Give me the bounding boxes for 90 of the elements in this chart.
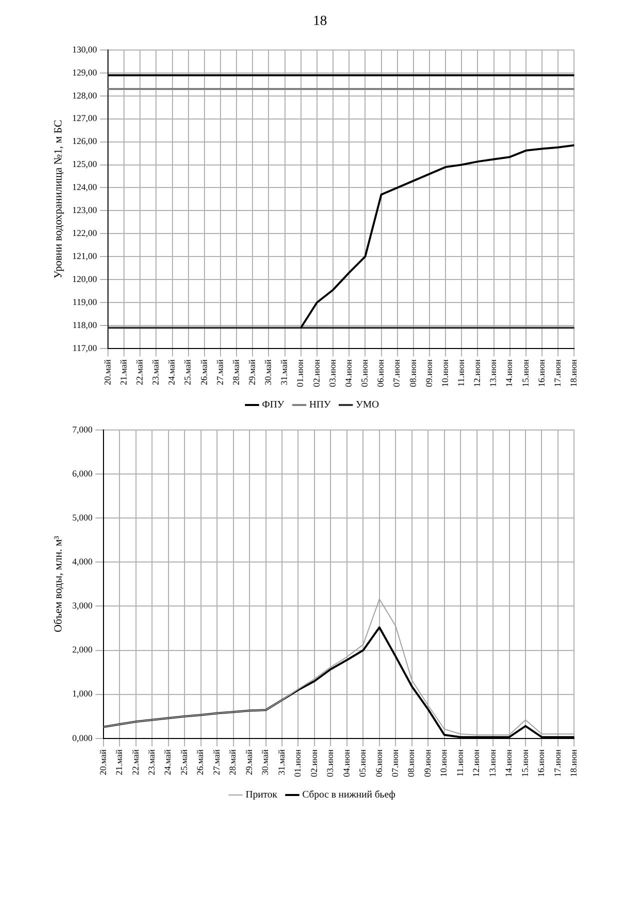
x-tick-label: 27.май: [214, 359, 225, 386]
x-tick-label: 21.май: [114, 749, 124, 776]
y-tick-label: 117,00: [72, 342, 98, 353]
y-tick-label: 1,000: [72, 688, 93, 699]
y-tick-label: 119,00: [72, 296, 98, 307]
y-tick-label: 2,000: [72, 644, 93, 655]
y-tick-label: 126,00: [72, 136, 98, 146]
x-tick-label: 16.июн: [536, 749, 546, 778]
x-tick-label: 23.май: [146, 749, 157, 776]
text: 18: [312, 14, 328, 30]
x-tick-label: 01.июн: [292, 749, 303, 778]
x-tick-label: 10.июн: [440, 359, 450, 388]
x-tick-label: 12.июн: [471, 749, 482, 778]
x-tick-label: 14.июн: [504, 359, 514, 388]
y-tick-label: 118,00: [72, 320, 98, 330]
x-tick-label: 09.июн: [424, 359, 434, 388]
y-tick-label: 122,00: [72, 228, 98, 238]
x-tick-label: 08.июн: [408, 359, 418, 388]
x-tick-label: 29.май: [244, 749, 254, 776]
y-tick-label: 123,00: [72, 205, 98, 216]
x-tick-label: 27.май: [211, 749, 222, 776]
x-tick-label: 05.июн: [360, 359, 370, 388]
x-tick-label: 20.май: [102, 359, 112, 386]
x-tick-label: 06.июн: [374, 749, 384, 778]
x-tick-label: 29.май: [247, 359, 258, 386]
x-tick-label: 30.май: [263, 359, 274, 386]
y-tick-label: 121,00: [72, 250, 98, 261]
x-tick-label: 22.май: [130, 749, 140, 776]
legend-label: ФПУ: [262, 400, 286, 411]
y-tick-label: 129,00: [72, 67, 98, 78]
y-tick-label: 3,000: [72, 600, 93, 611]
x-tick-label: 22.май: [134, 359, 144, 386]
x-tick-label: 13.июн: [487, 749, 498, 778]
x-tick-label: 21.май: [118, 359, 128, 386]
x-tick-label: 18.июн: [568, 749, 579, 778]
x-tick-label: 26.май: [198, 359, 209, 386]
x-tick-label: 02.июн: [311, 359, 322, 388]
x-tick-label: 04.июн: [343, 359, 354, 388]
x-tick-label: 09.июн: [422, 749, 432, 778]
y-tick-label: 5,000: [72, 512, 93, 522]
y-tick-label: 4,000: [72, 556, 93, 567]
x-tick-label: 11.июн: [454, 749, 465, 777]
legend-label: Приток: [246, 790, 278, 801]
x-tick-label: 17.июн: [552, 359, 562, 388]
x-tick-label: 26.май: [195, 749, 206, 776]
x-tick-label: 01.июн: [295, 359, 306, 388]
legend-label: Сброс в нижний бьеф: [302, 790, 396, 801]
x-tick-label: 17.июн: [552, 749, 562, 778]
x-tick-label: 07.июн: [390, 749, 400, 778]
x-tick-label: 07.июн: [392, 359, 402, 388]
legend-label: НПУ: [309, 400, 332, 411]
x-tick-label: 08.июн: [406, 749, 416, 778]
y-tick-label: 128,00: [72, 90, 98, 100]
x-tick-label: 11.июн: [456, 359, 466, 387]
x-tick-label: 30.май: [260, 749, 270, 776]
x-tick-label: 20.май: [98, 749, 108, 776]
x-tick-label: 02.июн: [308, 749, 319, 778]
x-tick-label: 14.июн: [504, 749, 514, 778]
y-tick-label: 6,000: [72, 468, 93, 478]
x-tick-label: 16.июн: [536, 359, 546, 388]
y-tick-label: 0,000: [72, 732, 93, 743]
x-tick-label: 25.май: [178, 749, 189, 776]
x-tick-label: 24.май: [166, 359, 177, 386]
y-tick-label: 127,00: [72, 113, 98, 124]
x-tick-label: 12.июн: [472, 359, 482, 388]
x-tick-label: 04.июн: [341, 749, 352, 778]
y-tick-label: 124,00: [72, 182, 98, 192]
x-tick-label: 28.май: [228, 749, 238, 776]
x-tick-label: 05.июн: [358, 749, 368, 778]
y-tick-label: 120,00: [72, 274, 98, 284]
x-tick-label: 06.июн: [376, 359, 386, 388]
y-axis-title: Объем воды, млн. м³: [52, 535, 64, 632]
legend-label: УМО: [356, 400, 379, 411]
x-tick-label: 31.май: [276, 749, 286, 776]
x-tick-label: 10.июн: [438, 749, 449, 778]
x-tick-label: 03.июн: [325, 749, 336, 778]
x-tick-label: 13.июн: [488, 359, 498, 388]
x-tick-label: 25.май: [182, 359, 193, 386]
x-tick-label: 31.май: [279, 359, 290, 386]
x-tick-label: 03.июн: [327, 359, 338, 388]
x-tick-label: 24.май: [162, 749, 173, 776]
y-tick-label: 125,00: [72, 159, 98, 170]
x-tick-label: 18.июн: [568, 359, 579, 388]
x-tick-label: 23.май: [150, 359, 161, 386]
y-axis-title: Уровни водохранилища №1, м БС: [52, 120, 64, 278]
x-tick-label: 15.июн: [520, 749, 530, 778]
y-tick-label: 7,000: [72, 424, 93, 434]
x-tick-label: 15.июн: [520, 359, 530, 388]
y-tick-label: 130,00: [72, 44, 98, 54]
x-tick-label: 28.май: [230, 359, 241, 386]
